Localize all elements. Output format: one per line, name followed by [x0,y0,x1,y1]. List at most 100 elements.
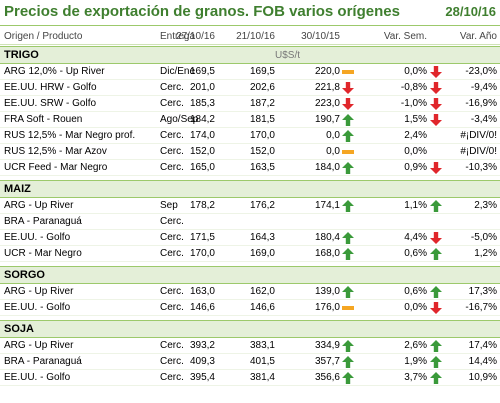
product-name: EE.UU. - Golfo [4,302,71,313]
var-year-value: -23,0% [465,66,497,77]
var-year-value: -9,4% [470,82,497,93]
price-date-1: 169,5 [189,66,215,77]
price-date-1: 171,5 [189,232,215,243]
section-label: TRIGO [4,49,39,61]
price-date-2: 401,5 [249,356,275,367]
section-label: MAIZ [4,183,31,195]
table-row: EE.UU. - Golfo Cerc. 395,4 381,4 356,6 3,7% 10… [0,370,500,386]
price-date-3: 220,0 [314,66,340,77]
arrow-up-icon [342,162,354,174]
price-date-2: 187,2 [249,98,275,109]
section-label: SOJA [4,323,34,335]
price-date-3: 356,6 [314,372,340,383]
price-date-3: 139,0 [314,286,340,297]
var-week-value: 4,4% [404,232,427,243]
arrow-up-icon [430,340,442,352]
price-date-1: 201,0 [189,82,215,93]
arrow-up-icon [342,286,354,298]
empty-indicator [430,130,442,142]
neutral-dash-icon [342,146,354,158]
table-row: FRA Soft - Rouen Ago/Sep 184,2 181,5 190,7 1,… [0,112,500,128]
report-date: 28/10/16 [445,4,496,19]
var-week-value: 1,9% [404,356,427,367]
product-name: BRA - Paranaguá [4,356,82,367]
price-date-3: 221,8 [314,82,340,93]
col-origin: Origen / Producto [4,31,83,42]
product-name: ARG 12,0% - Up River [4,66,105,77]
price-date-2: 176,2 [249,200,275,211]
delivery-period: Cerc. [160,340,184,351]
table-row: EE.UU. SRW - Golfo Cerc. 185,3 187,2 223,0 -1… [0,96,500,112]
price-date-1: 174,0 [189,130,215,141]
arrow-down-icon [430,232,442,244]
var-year-value: -16,9% [465,98,497,109]
price-date-1: 152,0 [189,146,215,157]
product-name: RUS 12,5% - Mar Azov [4,146,107,157]
price-date-2: 162,0 [249,286,275,297]
price-date-1: 393,2 [189,340,215,351]
table-row: ARG - Up River Sep 178,2 176,2 174,1 1,1% 2,3% [0,198,500,214]
arrow-up-icon [342,130,354,142]
price-date-1: 146,6 [189,302,215,313]
table-row: BRA - Paranaguá Cerc. 409,3 401,5 357,7 1,9% 1… [0,354,500,370]
delivery-period: Cerc. [160,216,184,227]
var-year-value: 17,4% [468,340,497,351]
delivery-period: Cerc. [160,286,184,297]
table-row: ARG - Up River Cerc. 393,2 383,1 334,9 2,6% 17… [0,338,500,354]
col-delivery: Entrega [160,31,196,42]
var-week-value: 0,6% [404,286,427,297]
price-date-1: 184,2 [189,114,215,125]
var-year-value: -5,0% [470,232,497,243]
var-year-value: 14,4% [468,356,497,367]
price-date-3: 0,0 [326,130,340,141]
arrow-up-icon [430,248,442,260]
var-year-value: -16,7% [465,302,497,313]
section-label: SORGO [4,269,45,281]
section-header: SOJA [0,320,500,338]
col-date-1: 27/10/16 [176,31,215,42]
price-date-3: 168,0 [314,248,340,259]
arrow-up-icon [342,248,354,260]
price-date-3: 357,7 [314,356,340,367]
var-week-value: 2,4% [404,130,427,141]
delivery-period: Cerc. [160,146,184,157]
arrow-up-icon [430,372,442,384]
col-var-week: Var. Sem. [383,31,427,42]
var-week-value: 3,7% [404,372,427,383]
product-name: EE.UU. SRW - Golfo [4,98,97,109]
product-name: EE.UU. - Golfo [4,232,71,243]
price-date-2: 381,4 [249,372,275,383]
var-year-value: 2,3% [474,200,497,211]
arrow-down-icon [430,66,442,78]
price-date-3: 334,9 [314,340,340,351]
var-week-value: 0,0% [404,146,427,157]
section-unit: U$S/t [275,50,301,61]
table-row: UCR - Mar Negro Cerc. 170,0 169,0 168,0 0,6% 1… [0,246,500,262]
section-header: MAIZ [0,180,500,198]
price-date-1: 395,4 [189,372,215,383]
arrow-up-icon [430,286,442,298]
price-date-3: 223,0 [314,98,340,109]
arrow-down-icon [342,98,354,110]
product-name: FRA Soft - Rouen [4,114,83,125]
neutral-dash-icon [342,302,354,314]
price-date-1: 185,3 [189,98,215,109]
delivery-period: Ago/Sep [160,114,199,125]
arrow-up-icon [430,200,442,212]
table-row: RUS 12,5% - Mar Azov Cerc. 152,0 152,0 0,0 0,… [0,144,500,160]
table-row: UCR Feed - Mar Negro Cerc. 165,0 163,5 184,0… [0,160,500,176]
var-year-value: 17,3% [468,286,497,297]
col-date-2: 21/10/16 [236,31,275,42]
col-date-3: 30/10/15 [301,31,340,42]
price-date-3: 174,1 [314,200,340,211]
arrow-down-icon [430,82,442,94]
price-date-2: 169,5 [249,66,275,77]
delivery-period: Sep [160,200,178,211]
table-row: EE.UU. - Golfo Cerc. 146,6 146,6 176,0 0,0% -1… [0,300,500,316]
delivery-period: Cerc. [160,82,184,93]
delivery-period: Cerc. [160,372,184,383]
product-name: EE.UU. - Golfo [4,372,71,383]
var-year-value: #¡DIV/0! [460,130,497,141]
empty-indicator [430,146,442,158]
product-name: UCR Feed - Mar Negro [4,162,108,173]
